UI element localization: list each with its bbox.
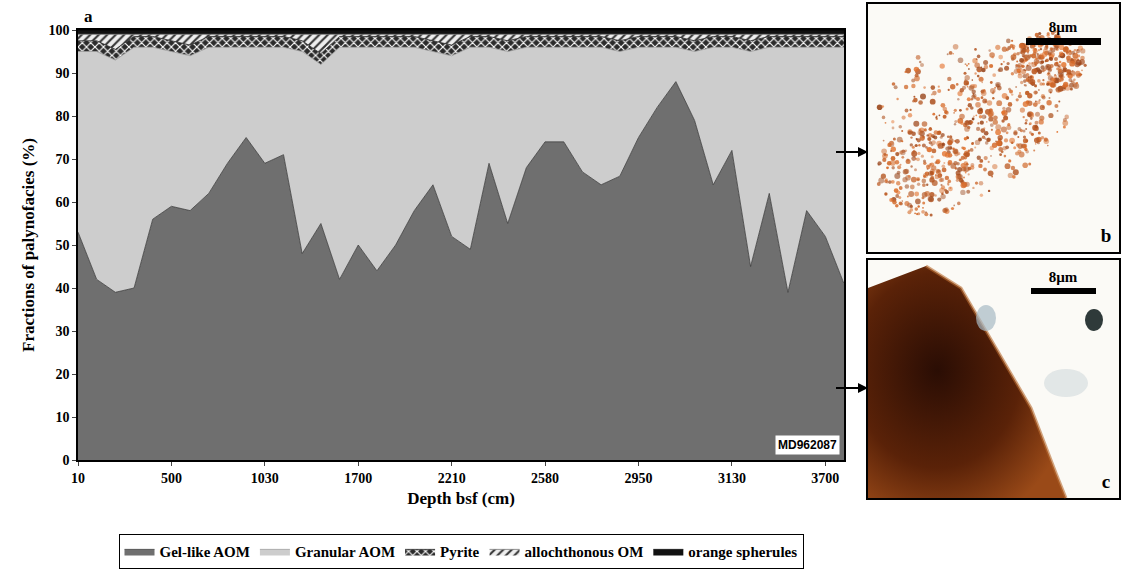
svg-text:Gel-like AOM: Gel-like AOM [160, 544, 250, 560]
svg-text:orange spherules: orange spherules [688, 544, 797, 560]
svg-text:3130: 3130 [718, 471, 746, 486]
svg-text:50: 50 [55, 238, 69, 253]
svg-text:8µm: 8µm [1049, 19, 1078, 35]
svg-text:10: 10 [55, 410, 69, 425]
svg-text:20: 20 [55, 367, 69, 382]
svg-text:2210: 2210 [438, 471, 466, 486]
svg-text:60: 60 [55, 195, 69, 210]
svg-text:70: 70 [55, 152, 69, 167]
svg-text:30: 30 [55, 324, 69, 339]
svg-text:500: 500 [161, 471, 182, 486]
svg-text:Depth bsf (cm): Depth bsf (cm) [407, 489, 515, 508]
svg-text:allochthonous OM: allochthonous OM [525, 544, 644, 560]
svg-text:Pyrite: Pyrite [440, 544, 479, 560]
svg-text:1700: 1700 [344, 471, 372, 486]
svg-text:Granular AOM: Granular AOM [295, 544, 395, 560]
svg-text:80: 80 [55, 109, 69, 124]
svg-text:a: a [84, 7, 93, 26]
svg-text:c: c [1102, 471, 1110, 492]
svg-text:3700: 3700 [811, 471, 839, 486]
svg-text:10: 10 [71, 471, 85, 486]
svg-text:90: 90 [55, 66, 69, 81]
svg-text:1030: 1030 [251, 471, 279, 486]
svg-text:2580: 2580 [531, 471, 559, 486]
svg-text:b: b [1101, 225, 1112, 246]
svg-text:2950: 2950 [624, 471, 652, 486]
svg-text:100: 100 [48, 23, 69, 38]
svg-text:Fractions of palynofacies (%): Fractions of palynofacies (%) [19, 138, 38, 352]
svg-text:0: 0 [62, 453, 69, 468]
svg-text:8µm: 8µm [1049, 269, 1078, 285]
svg-text:MD962087: MD962087 [778, 438, 837, 452]
svg-text:40: 40 [55, 281, 69, 296]
